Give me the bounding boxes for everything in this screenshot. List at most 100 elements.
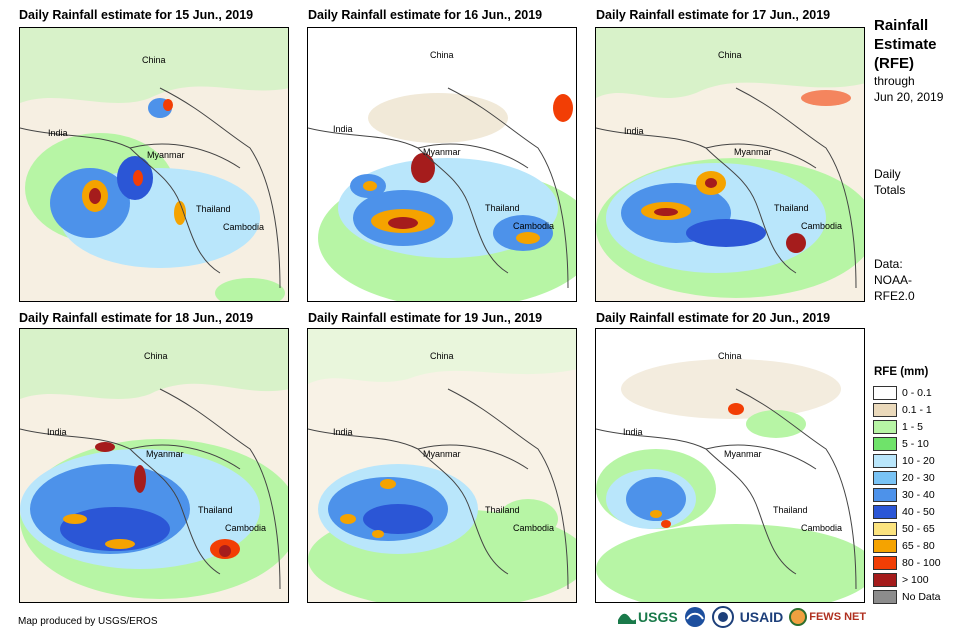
map-label-cambodia: Cambodia bbox=[801, 221, 842, 231]
title-line-2: Estimate bbox=[874, 36, 937, 53]
legend-label: 1 - 5 bbox=[902, 420, 924, 433]
rainfall-map-16-jun: China India Myanmar Thailand Cambodia bbox=[307, 27, 577, 302]
map-label-india: India bbox=[48, 128, 68, 138]
legend-item: 80 - 100 bbox=[873, 554, 941, 571]
legend-label: 50 - 65 bbox=[902, 522, 935, 535]
panel-title-6: Daily Rainfall estimate for 20 Jun., 201… bbox=[596, 311, 831, 325]
legend-swatch bbox=[873, 487, 897, 502]
legend-item: 0.1 - 1 bbox=[873, 401, 941, 418]
dos-seal-icon bbox=[711, 606, 734, 628]
legend-label: 0 - 0.1 bbox=[902, 386, 932, 399]
rainfall-map-17-jun: China India Myanmar Thailand Cambodia bbox=[595, 27, 865, 302]
legend-swatch bbox=[873, 572, 897, 587]
map-label-india: India bbox=[47, 427, 67, 437]
legend-item: 50 - 65 bbox=[873, 520, 941, 537]
legend-item: 0 - 0.1 bbox=[873, 384, 941, 401]
sidebar-title: Rainfall Estimate (RFE) through Jun 20, … bbox=[874, 16, 943, 105]
map-label-cambodia: Cambodia bbox=[513, 523, 554, 533]
map-label-thailand: Thailand bbox=[485, 203, 520, 213]
map-label-thailand: Thailand bbox=[198, 505, 233, 515]
legend-label: 80 - 100 bbox=[902, 556, 941, 569]
rainfall-map-15-jun: China India Myanmar Thailand Cambodia bbox=[19, 27, 289, 302]
panel-title-1: Daily Rainfall estimate for 15 Jun., 201… bbox=[19, 8, 254, 22]
panel-title-3: Daily Rainfall estimate for 17 Jun., 201… bbox=[596, 8, 831, 22]
legend-swatch bbox=[873, 521, 897, 536]
map-label-myanmar: Myanmar bbox=[724, 449, 762, 459]
sidebar-totals: Daily Totals bbox=[874, 166, 905, 198]
panel-title-5: Daily Rainfall estimate for 19 Jun., 201… bbox=[308, 311, 543, 325]
panel-title-4: Daily Rainfall estimate for 18 Jun., 201… bbox=[19, 311, 254, 325]
map-label-myanmar: Myanmar bbox=[734, 147, 772, 157]
legend-label: 0.1 - 1 bbox=[902, 403, 932, 416]
map-label-thailand: Thailand bbox=[773, 505, 808, 515]
legend-item: > 100 bbox=[873, 571, 941, 588]
map-label-myanmar: Myanmar bbox=[423, 449, 461, 459]
title-line-1: Rainfall bbox=[874, 17, 929, 34]
data-line-2: NOAA- bbox=[874, 273, 913, 287]
usgs-logo: USGS bbox=[618, 609, 678, 625]
title-line-3: (RFE) bbox=[874, 55, 914, 72]
map-label-thailand: Thailand bbox=[774, 203, 809, 213]
map-label-china: China bbox=[144, 351, 168, 361]
totals-line-1: Daily bbox=[874, 167, 901, 181]
map-label-india: India bbox=[333, 124, 353, 134]
legend-label: 5 - 10 bbox=[902, 437, 929, 450]
panel-title-2: Daily Rainfall estimate for 16 Jun., 201… bbox=[308, 8, 543, 22]
legend-swatch bbox=[873, 538, 897, 553]
map-label-india: India bbox=[624, 126, 644, 136]
usaid-logo: USAID bbox=[739, 609, 784, 625]
rainfall-map-19-jun: China India Myanmar Thailand Cambodia bbox=[307, 328, 577, 603]
map-label-china: China bbox=[142, 55, 166, 65]
noaa-logo-icon bbox=[684, 607, 705, 627]
usgs-wave-icon bbox=[618, 613, 636, 624]
legend: 0 - 0.1 0.1 - 1 1 - 5 5 - 10 10 - 20 20 - 30 3… bbox=[873, 384, 941, 605]
legend-label: No Data bbox=[902, 590, 941, 603]
map-label-china: China bbox=[718, 351, 742, 361]
map-label-cambodia: Cambodia bbox=[223, 222, 264, 232]
fewsnet-logo: FEWS NET bbox=[789, 608, 866, 626]
map-label-india: India bbox=[623, 427, 643, 437]
map-label-china: China bbox=[430, 50, 454, 60]
map-label-myanmar: Myanmar bbox=[423, 147, 461, 157]
legend-title: RFE (mm) bbox=[874, 366, 929, 378]
legend-swatch bbox=[873, 419, 897, 434]
legend-item: 65 - 80 bbox=[873, 537, 941, 554]
map-label-cambodia: Cambodia bbox=[513, 221, 554, 231]
map-label-china: China bbox=[430, 351, 454, 361]
map-label-cambodia: Cambodia bbox=[801, 523, 842, 533]
map-label-china: China bbox=[718, 50, 742, 60]
legend-swatch bbox=[873, 555, 897, 570]
data-line-1: Data: bbox=[874, 257, 903, 271]
logo-bar: USGS USAID FEWS NET bbox=[618, 606, 866, 628]
legend-item: 5 - 10 bbox=[873, 435, 941, 452]
map-label-cambodia: Cambodia bbox=[225, 523, 266, 533]
legend-label: 40 - 50 bbox=[902, 505, 935, 518]
fewsnet-globe-icon bbox=[789, 608, 808, 626]
map-label-thailand: Thailand bbox=[196, 204, 231, 214]
legend-item: No Data bbox=[873, 588, 941, 605]
rainfall-map-20-jun: China India Myanmar Thailand Cambodia bbox=[595, 328, 865, 603]
legend-swatch bbox=[873, 436, 897, 451]
legend-swatch bbox=[873, 504, 897, 519]
sidebar-data-source: Data: NOAA- RFE2.0 bbox=[874, 256, 915, 304]
map-label-india: India bbox=[333, 427, 353, 437]
through-date: Jun 20, 2019 bbox=[874, 90, 944, 104]
legend-item: 20 - 30 bbox=[873, 469, 941, 486]
legend-item: 40 - 50 bbox=[873, 503, 941, 520]
legend-label: 65 - 80 bbox=[902, 539, 935, 552]
legend-swatch bbox=[873, 470, 897, 485]
legend-label: > 100 bbox=[902, 573, 929, 586]
through-label: through bbox=[874, 74, 915, 88]
totals-line-2: Totals bbox=[874, 183, 906, 197]
map-credit: Map produced by USGS/EROS bbox=[18, 616, 158, 627]
legend-item: 30 - 40 bbox=[873, 486, 941, 503]
legend-label: 10 - 20 bbox=[902, 454, 935, 467]
legend-item: 1 - 5 bbox=[873, 418, 941, 435]
rainfall-map-18-jun: China India Myanmar Thailand Cambodia bbox=[19, 328, 289, 603]
legend-swatch bbox=[873, 453, 897, 468]
legend-label: 20 - 30 bbox=[902, 471, 935, 484]
legend-swatch bbox=[873, 402, 897, 417]
data-line-3: RFE2.0 bbox=[874, 289, 915, 303]
legend-swatch bbox=[873, 589, 897, 604]
map-label-thailand: Thailand bbox=[485, 505, 520, 515]
